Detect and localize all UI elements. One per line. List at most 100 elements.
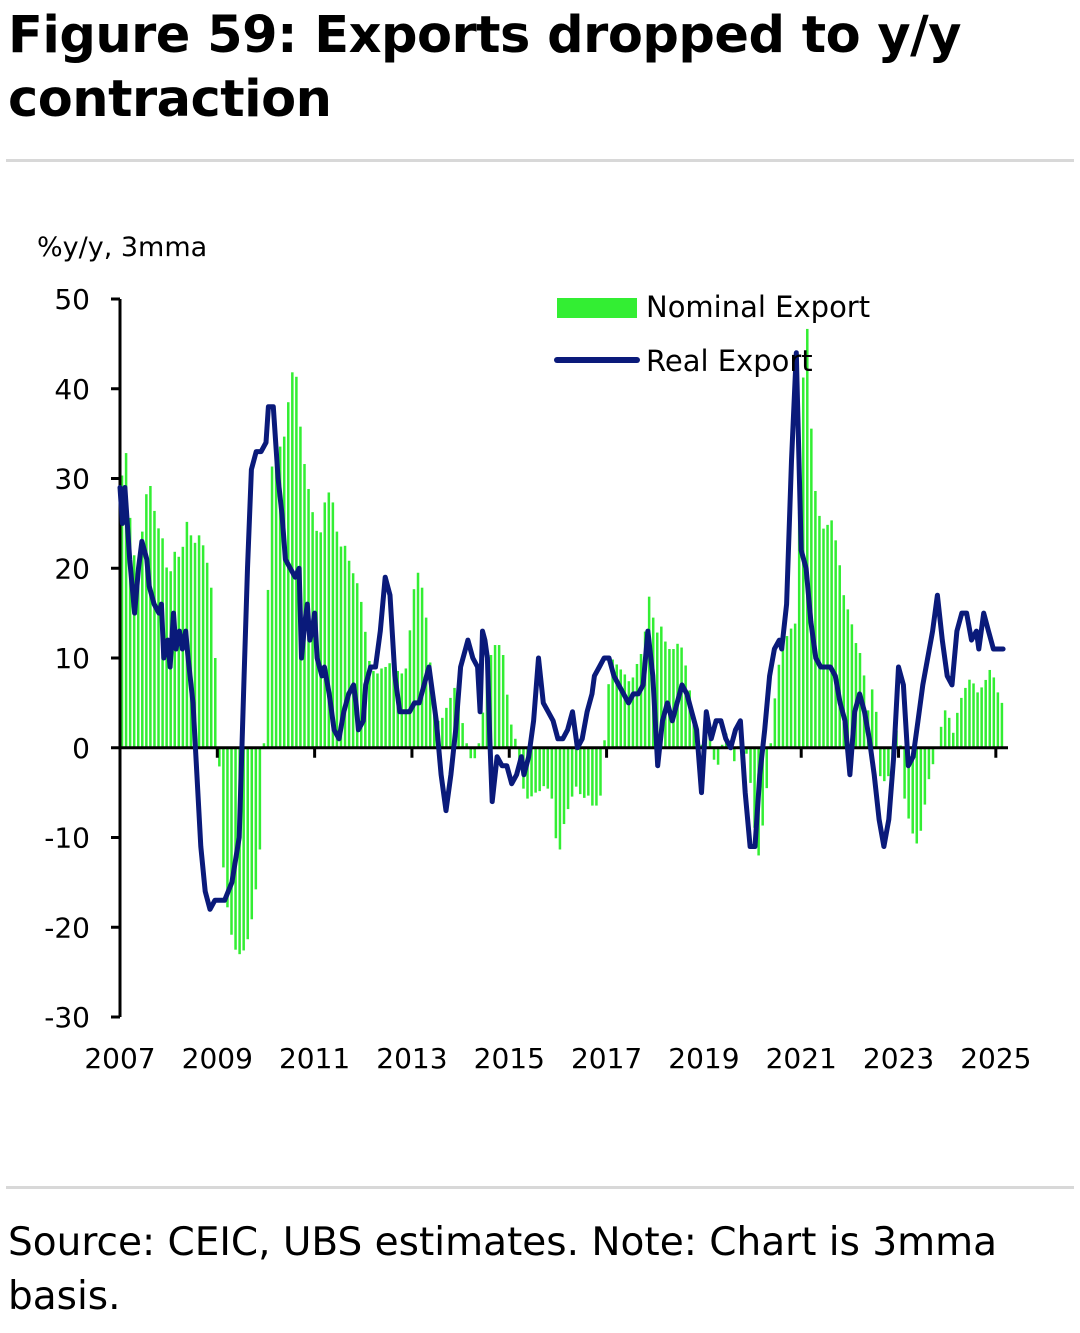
nominal-bar-42: [291, 372, 294, 748]
top-divider: [6, 159, 1074, 162]
y-tick-label: -30: [44, 1001, 90, 1034]
nominal-bar-205: [952, 732, 955, 748]
nominal-bar-74: [420, 587, 424, 748]
real-export-line: [117, 350, 1006, 912]
nominal-bar-11: [165, 567, 168, 748]
nominal-bar-38: [274, 456, 278, 748]
nominal-bar-64: [380, 668, 383, 748]
nominal-bar-118: [599, 747, 602, 796]
nominal-bar-37: [270, 466, 274, 748]
nominal-bar-66: [388, 663, 391, 748]
nominal-bar-57: [351, 573, 355, 748]
nominal-bar-122: [615, 664, 618, 748]
x-tick-label: 2007: [84, 1042, 155, 1075]
nominal-bar-87: [473, 747, 477, 759]
nominal-bar-6: [145, 494, 148, 748]
nominal-bar-116: [591, 747, 594, 806]
nominal-bar-8: [153, 510, 156, 748]
nominal-bar-5: [141, 531, 144, 748]
nominal-bar-155: [749, 747, 752, 783]
nominal-bar-187: [879, 747, 882, 777]
nominal-bar-50: [323, 502, 327, 748]
nominal-bar-93: [497, 645, 501, 748]
nominal-bar-3: [132, 555, 136, 748]
nominal-bar-55: [343, 545, 347, 748]
nominal-bar-80: [445, 707, 448, 748]
nominal-bar-209: [968, 679, 971, 748]
nominal-bar-62: [372, 670, 375, 748]
nominal-bar-160: [769, 743, 773, 748]
nominal-bar-63: [376, 673, 379, 748]
y-tick-label: 30: [54, 463, 90, 496]
nominal-bar-169: [806, 328, 809, 748]
nominal-bar-14: [177, 556, 181, 748]
nominal-bar-81: [449, 697, 452, 748]
nominal-bar-34: [258, 747, 262, 850]
nominal-bar-132: [656, 632, 659, 748]
nominal-bar-171: [814, 490, 817, 748]
nominal-bar-123: [619, 669, 623, 748]
nominal-bar-88: [477, 743, 481, 748]
nominal-bar-67: [392, 660, 395, 748]
x-tick-label: 2017: [571, 1042, 642, 1075]
x-tick-label: 2023: [863, 1042, 934, 1075]
nominal-bar-194: [907, 747, 910, 819]
nominal-bar-109: [562, 747, 566, 825]
nominal-bar-96: [510, 724, 513, 748]
nominal-bar-138: [680, 647, 683, 748]
nominal-bar-198: [923, 747, 927, 805]
nominal-bar-35: [262, 743, 266, 748]
nominal-bar-128: [639, 654, 643, 748]
source-note: Source: CEIC, UBS estimates. Note: Chart…: [8, 1220, 998, 1319]
nominal-bar-9: [157, 528, 160, 748]
nominal-bar-27: [230, 747, 233, 935]
nominal-bar-206: [956, 712, 959, 748]
y-tick-label: -20: [44, 911, 90, 944]
nominal-bar-4: [136, 565, 140, 748]
nominal-bar-126: [631, 677, 635, 748]
nominal-bar-18: [193, 542, 197, 748]
nominal-bar-166: [793, 623, 797, 748]
nominal-bar-129: [643, 631, 647, 748]
nominal-bar-84: [461, 723, 464, 748]
nominal-bar-216: [996, 692, 1000, 748]
nominal-bar-104: [542, 747, 545, 787]
figure-title: Figure 59: Exports dropped to y/y contra…: [8, 6, 962, 129]
nominal-bar-61: [368, 660, 371, 748]
nominal-bar-146: [712, 747, 716, 760]
nominal-bar-130: [647, 596, 651, 748]
nominal-bar-207: [960, 697, 963, 748]
y-axis-unit-label: %y/y, 3mma: [37, 232, 207, 263]
nominal-bar-161: [773, 698, 777, 748]
nominal-bar-215: [992, 677, 996, 748]
axes: 50 40 30 20 10 0 -10 -20 -30 2007 2009 2011 2013 2015…: [44, 283, 1031, 1075]
nominal-bar-193: [903, 747, 906, 799]
nominal-bar-0: [120, 475, 124, 748]
nominal-bar-94: [501, 655, 505, 748]
nominal-bar-24: [218, 747, 221, 767]
nominal-bar-39: [278, 446, 282, 748]
nominal-bar-20: [201, 545, 205, 748]
nominal-bar-176: [834, 540, 837, 748]
nominal-bar-108: [558, 747, 562, 850]
nominal-bar-213: [984, 679, 987, 748]
legend-swatch-nominal: [557, 298, 637, 318]
legend-label-real: Real Export: [646, 344, 813, 378]
nominal-bar-22: [209, 587, 213, 748]
nominal-bar-159: [765, 747, 768, 789]
nominal-bar-112: [574, 747, 578, 787]
nominal-bar-51: [327, 492, 331, 748]
legend-label-nominal: Nominal Export: [646, 290, 870, 324]
y-tick-label: 20: [54, 552, 90, 585]
nominal-bar-136: [672, 649, 675, 748]
nominal-bar-89: [481, 712, 485, 748]
nominal-bar-212: [980, 687, 983, 748]
nominal-bar-111: [570, 747, 574, 797]
y-tick-label: -10: [44, 822, 90, 855]
y-tick-label: 10: [54, 642, 90, 675]
nominal-bar-29: [238, 747, 241, 955]
nominal-bar-189: [887, 747, 890, 777]
nominal-bar-33: [254, 747, 258, 890]
nominal-bar-72: [412, 589, 416, 748]
nominal-bar-154: [745, 747, 748, 754]
